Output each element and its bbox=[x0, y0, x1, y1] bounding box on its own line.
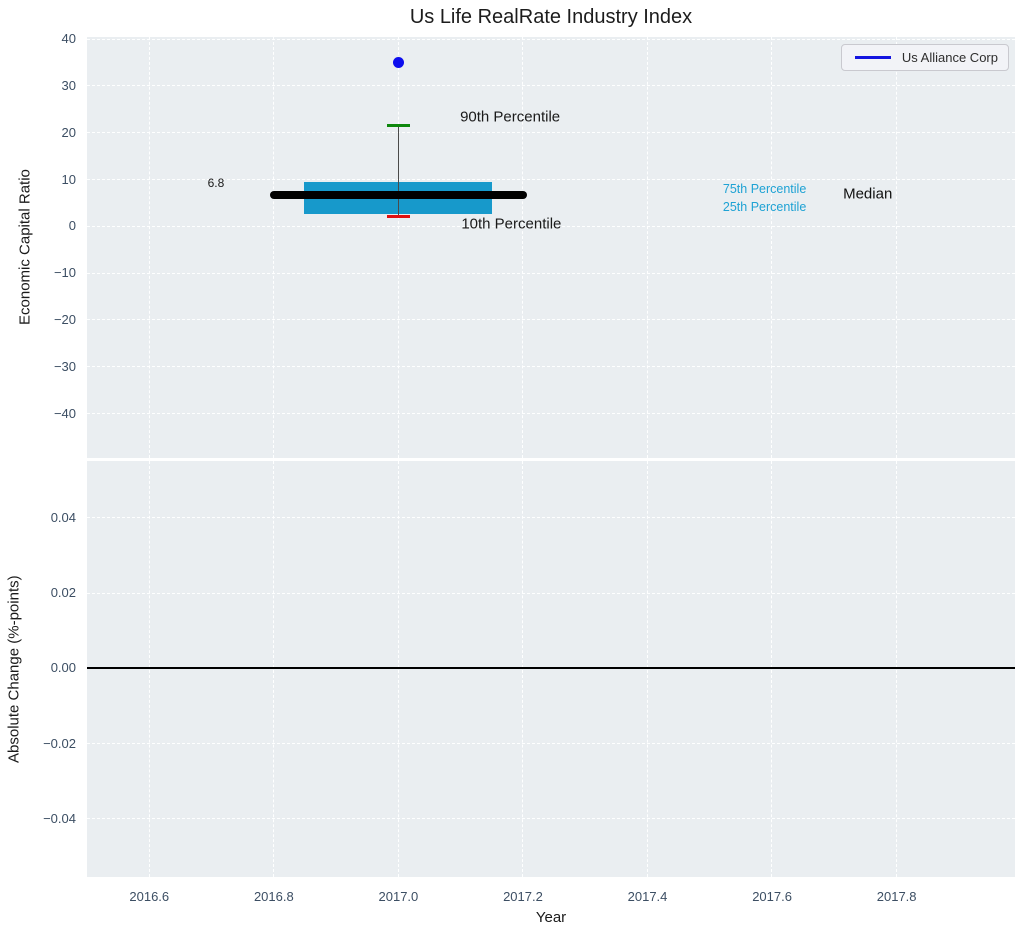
annotation: Median bbox=[843, 185, 893, 203]
v-gridline bbox=[273, 37, 275, 458]
v-gridline bbox=[522, 37, 524, 458]
whisker-line bbox=[397, 125, 399, 217]
legend-line-icon bbox=[854, 56, 891, 59]
p10-cap bbox=[387, 214, 410, 218]
x-tick-label: 2016.8 bbox=[253, 889, 294, 904]
y-tick-label: 40 bbox=[61, 31, 76, 47]
annotation: 90th Percentile bbox=[460, 108, 561, 126]
h-gridline bbox=[87, 366, 1015, 368]
y-tick-label: −10 bbox=[53, 265, 76, 281]
v-gridline bbox=[148, 37, 150, 458]
v-gridline bbox=[646, 37, 648, 458]
legend: Us Alliance Corp bbox=[840, 44, 1009, 71]
y-tick-label: −40 bbox=[53, 405, 76, 421]
company-point bbox=[392, 57, 404, 69]
y-tick-label: 30 bbox=[61, 78, 76, 94]
v-gridline bbox=[771, 37, 773, 458]
y-tick-label: 0 bbox=[68, 218, 76, 234]
median-line bbox=[270, 190, 527, 199]
bottom-panel bbox=[87, 461, 1015, 877]
y-tick-label: 0.02 bbox=[50, 585, 76, 601]
y-tick-label: 0.00 bbox=[50, 660, 76, 676]
h-gridline bbox=[87, 272, 1015, 274]
x-tick-label: 2017.0 bbox=[378, 889, 419, 904]
x-tick-label: 2017.8 bbox=[876, 889, 917, 904]
h-gridline bbox=[87, 132, 1015, 134]
x-tick-label: 2017.6 bbox=[752, 889, 792, 904]
h-gridline bbox=[87, 592, 1015, 594]
y-tick-label: −0.02 bbox=[43, 735, 76, 751]
h-gridline bbox=[87, 38, 1015, 40]
x-tick-label: 2017.4 bbox=[627, 889, 668, 904]
annotation: 75th Percentile bbox=[722, 182, 807, 197]
top-panel: Us Alliance Corp bbox=[87, 37, 1015, 458]
h-gridline bbox=[87, 517, 1015, 519]
chart-title: Us Life RealRate Industry Index bbox=[409, 6, 693, 28]
x-tick-label: 2016.6 bbox=[129, 889, 170, 904]
annotation: 10th Percentile bbox=[461, 215, 562, 233]
y-tick-label: 10 bbox=[61, 171, 76, 187]
p90-cap bbox=[387, 124, 410, 128]
h-gridline bbox=[87, 178, 1015, 180]
annotation: 25th Percentile bbox=[722, 199, 807, 214]
top-y-axis-label: Economic Capital Ratio bbox=[16, 169, 34, 326]
x-axis-label: Year bbox=[535, 909, 567, 926]
h-gridline bbox=[87, 412, 1015, 414]
h-gridline bbox=[87, 225, 1015, 227]
h-gridline bbox=[87, 818, 1015, 820]
h-gridline bbox=[87, 85, 1015, 87]
y-tick-label: −0.04 bbox=[43, 810, 76, 826]
legend-label: Us Alliance Corp bbox=[901, 50, 998, 65]
v-gridline bbox=[895, 37, 897, 458]
zero-line bbox=[87, 667, 1015, 670]
annotation: 6.8 bbox=[207, 175, 225, 190]
y-tick-label: 20 bbox=[61, 124, 76, 140]
h-gridline bbox=[87, 319, 1015, 321]
x-tick-label: 2017.2 bbox=[503, 889, 543, 904]
y-tick-label: −30 bbox=[53, 358, 76, 374]
h-gridline bbox=[87, 742, 1015, 744]
v-gridline bbox=[397, 37, 399, 458]
y-tick-label: −20 bbox=[53, 312, 76, 327]
y-tick-label: 0.04 bbox=[50, 510, 76, 526]
